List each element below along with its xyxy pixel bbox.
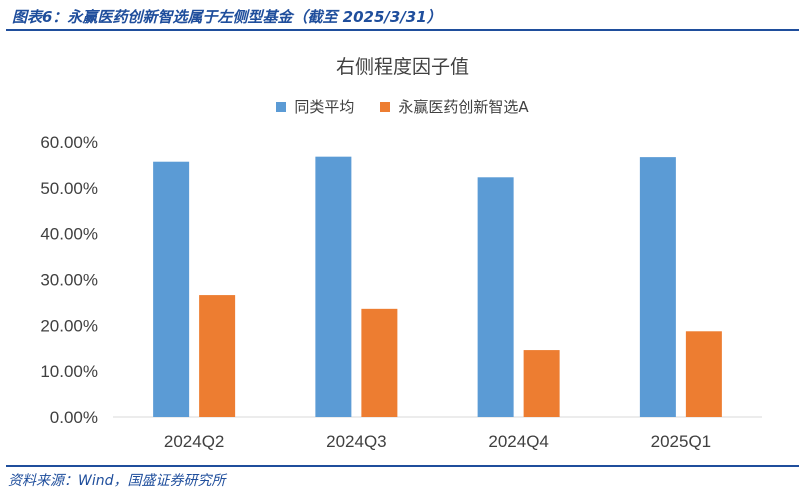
bar-series-2-2024Q3: [361, 308, 398, 417]
bar-series-1-2024Q3: [315, 156, 352, 417]
bar-series-1-2024Q2: [153, 161, 190, 417]
figure-header: 图表6：永赢医药创新智选属于左侧型基金（截至 2025/3/31）: [8, 4, 798, 28]
figure-caption: 图表6：永赢医药创新智选属于左侧型基金（截至 2025/3/31）: [12, 8, 442, 26]
bar-series-2-2025Q1: [685, 331, 722, 417]
y-tick-label: 30.00%: [40, 271, 98, 290]
y-tick-label: 0.00%: [50, 408, 98, 427]
x-tick-label: 2024Q4: [488, 432, 549, 451]
bar-series-1-2025Q1: [639, 157, 676, 417]
y-tick-label: 40.00%: [40, 225, 98, 244]
bottom-rule: [6, 465, 799, 467]
source-note: 资料来源：Wind，国盛证券研究所: [8, 473, 226, 489]
y-tick-label: 10.00%: [40, 362, 98, 381]
bar-series-2-2024Q2: [199, 295, 236, 417]
legend-swatch-series-2: [380, 101, 391, 112]
top-rule: [6, 29, 799, 31]
y-tick-label: 20.00%: [40, 316, 98, 335]
y-tick-label: 50.00%: [40, 179, 98, 198]
legend-item-series-1: 同类平均: [276, 96, 354, 117]
x-tick-label: 2025Q1: [651, 432, 712, 451]
legend-item-series-2: 永赢医药创新智选A: [380, 96, 529, 117]
legend-label-series-2: 永赢医药创新智选A: [398, 98, 529, 116]
legend-label-series-1: 同类平均: [294, 98, 355, 116]
x-tick-label: 2024Q3: [326, 432, 387, 451]
legend-swatch-series-1: [276, 101, 287, 112]
chart-legend: 同类平均 永赢医药创新智选A: [0, 96, 805, 117]
bar-series-1-2024Q4: [477, 177, 514, 417]
x-tick-label: 2024Q2: [164, 432, 225, 451]
bar-series-2-2024Q4: [523, 350, 560, 417]
y-tick-label: 60.00%: [40, 133, 98, 152]
chart-title: 右侧程度因子值: [335, 56, 469, 78]
